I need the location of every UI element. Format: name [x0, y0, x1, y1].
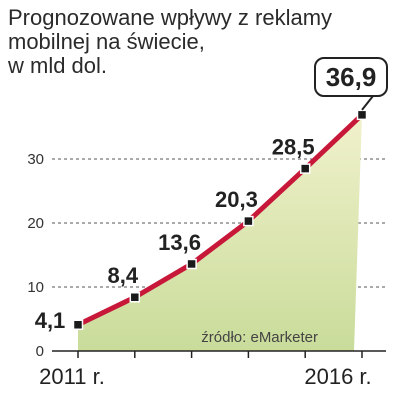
x-tick-label-first: 2011 r. — [39, 364, 105, 389]
area-fill — [78, 114, 362, 351]
data-point-2016 — [356, 109, 368, 121]
data-point-2013 — [186, 258, 197, 270]
data-label-2011: 4,1 — [35, 308, 66, 333]
data-point-2011 — [72, 319, 84, 331]
y-tick-label-20: 20 — [27, 215, 44, 232]
data-point-2014 — [243, 215, 254, 227]
y-tick-label-0: 0 — [36, 343, 44, 360]
y-tick-label-10: 10 — [27, 279, 44, 296]
chart-title: Prognozowane wpływy z reklamy mobilnej n… — [8, 6, 368, 78]
source-note: źródło: eMarketer — [201, 329, 318, 346]
title-line-1: Prognozowane wpływy z reklamy — [8, 5, 333, 30]
y-tick-label-30: 30 — [27, 151, 44, 168]
data-label-2016: 36,9 — [326, 62, 377, 92]
highlight-pointer — [361, 95, 374, 111]
highlight-box — [314, 57, 388, 97]
data-label-2012: 8,4 — [108, 263, 139, 288]
x-tick-label-last: 2016 r. — [304, 364, 371, 389]
data-point-2015 — [299, 163, 311, 174]
data-label-2014: 20,3 — [215, 187, 258, 212]
data-point-2012 — [129, 291, 141, 303]
title-line-2: mobilnej na świecie, — [8, 29, 205, 54]
title-line-3: w mld dol. — [8, 53, 108, 78]
series-line — [75, 112, 365, 328]
data-label-2015: 28,5 — [272, 135, 315, 160]
data-label-2013: 13,6 — [158, 230, 201, 255]
